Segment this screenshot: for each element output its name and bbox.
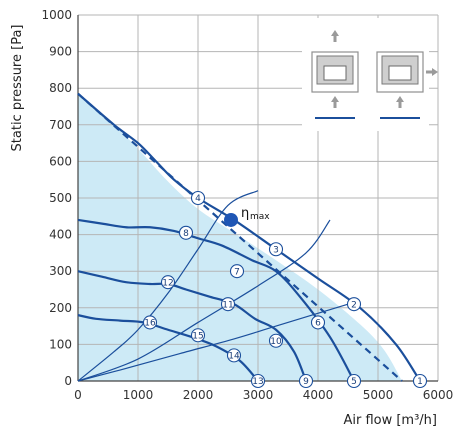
y-tick-label: 500 — [49, 191, 72, 205]
curve-point-16: 16 — [142, 315, 158, 330]
curve-point-11: 11 — [220, 297, 236, 312]
y-tick-label: 600 — [49, 154, 72, 168]
horizontal-flow-unit — [376, 51, 438, 119]
curve-point-3: 3 — [268, 242, 284, 257]
curve-point-4: 4 — [190, 190, 206, 206]
curve-point-2: 2 — [346, 297, 362, 312]
curve-point-label: 1 — [417, 377, 423, 387]
y-tick-label: 200 — [49, 301, 72, 315]
curve-point-marker — [190, 328, 206, 343]
curve-point-label: 3 — [273, 245, 279, 255]
curve-point-9: 9 — [298, 373, 314, 389]
curve-point-marker — [298, 373, 314, 389]
curve-point-10: 10 — [268, 333, 284, 348]
airflow-in-arrow-icon — [331, 96, 339, 108]
y-tick-label: 300 — [49, 264, 72, 278]
curve-point-label: 14 — [228, 352, 240, 362]
curve-point-14: 14 — [226, 348, 242, 363]
curve-point-label: 2 — [351, 300, 357, 310]
diagram-layer — [302, 18, 438, 131]
system-curve — [77, 303, 349, 382]
unit-fan — [388, 65, 412, 81]
x-tick-label: 0 — [74, 388, 82, 402]
curve-point-label: 7 — [234, 267, 240, 277]
curve-point-8: 8 — [178, 225, 194, 240]
curve-point-marker — [346, 297, 362, 312]
curve-point-marker — [226, 348, 242, 363]
y-tick-label: 0 — [64, 374, 72, 388]
x-tick-label: 5000 — [363, 388, 394, 402]
curve-point-label: 5 — [351, 377, 357, 387]
curve-point-label: 6 — [315, 319, 321, 329]
curve-point-marker — [268, 333, 284, 348]
curve-point-marker — [178, 225, 194, 240]
system-curve — [77, 219, 331, 382]
curve-point-13: 13 — [250, 373, 266, 389]
curve-point-label: 11 — [222, 300, 233, 310]
curve-point-marker — [268, 242, 284, 257]
curve-point-marker — [142, 315, 158, 330]
y-tick-label: 700 — [49, 118, 72, 132]
x-tick-label: 1000 — [123, 388, 154, 402]
curve-point-marker — [412, 373, 428, 389]
dashed-limit-line — [77, 92, 403, 382]
curve-point-marker — [190, 190, 206, 206]
y-tick-label: 100 — [49, 337, 72, 351]
y-tick-label: 1000 — [41, 8, 72, 22]
fan-curve — [77, 270, 308, 382]
x-tick-label: 4000 — [303, 388, 334, 402]
curve-point-marker — [160, 275, 176, 290]
curve-point-label: 4 — [195, 194, 201, 204]
curve-point-label: 8 — [183, 229, 189, 239]
eta-max-layer: η max — [224, 206, 270, 227]
y-axis-title: Static pressure [Pa] — [10, 25, 25, 152]
curve-point-6: 6 — [310, 315, 326, 330]
curve-point-label: 13 — [252, 377, 263, 387]
curve-point-label: 16 — [144, 319, 156, 329]
fan-curve — [77, 218, 355, 382]
axis-layer: 0 1000 2000 3000 4000 5000 6000 0 100 200 300 400 50… — [41, 8, 453, 402]
system-curve — [77, 190, 259, 382]
unit-fan — [323, 65, 347, 81]
curve-point-marker — [250, 373, 266, 389]
y-tick-label: 900 — [49, 45, 72, 59]
curve-point-marker — [346, 373, 362, 389]
curve-point-marker — [229, 264, 245, 279]
airflow-out-arrow-icon — [331, 30, 339, 42]
x-axis-title: Air flow [m³/h] — [343, 413, 437, 428]
y-tick-label: 800 — [49, 81, 72, 95]
curve-point-label: 15 — [192, 331, 203, 341]
airflow-in-arrow-icon — [396, 96, 404, 108]
eta-max-symbol: η — [241, 206, 249, 221]
curve-point-5: 5 — [346, 373, 362, 389]
x-tick-label: 3000 — [243, 388, 274, 402]
y-tick-label: 400 — [49, 228, 72, 242]
x-tick-label: 6000 — [423, 388, 454, 402]
curve-point-label: 9 — [303, 377, 309, 387]
curve-point-marker — [310, 315, 326, 330]
curve-point-12: 12 — [160, 275, 176, 290]
curve-point-1: 1 — [412, 373, 428, 389]
x-tick-label: 2000 — [183, 388, 214, 402]
airflow-out-arrow-icon — [426, 68, 438, 76]
curve-point-label: 10 — [270, 337, 282, 347]
eta-max-marker — [224, 212, 238, 227]
curve-point-label: 12 — [162, 278, 173, 288]
curve-point-marker — [220, 297, 236, 312]
curve-point-7: 7 — [229, 264, 245, 279]
curve-point-15: 15 — [190, 328, 206, 343]
vertical-flow-unit — [311, 30, 359, 119]
fan-curve — [77, 92, 421, 382]
eta-max-subscript: max — [250, 212, 270, 222]
